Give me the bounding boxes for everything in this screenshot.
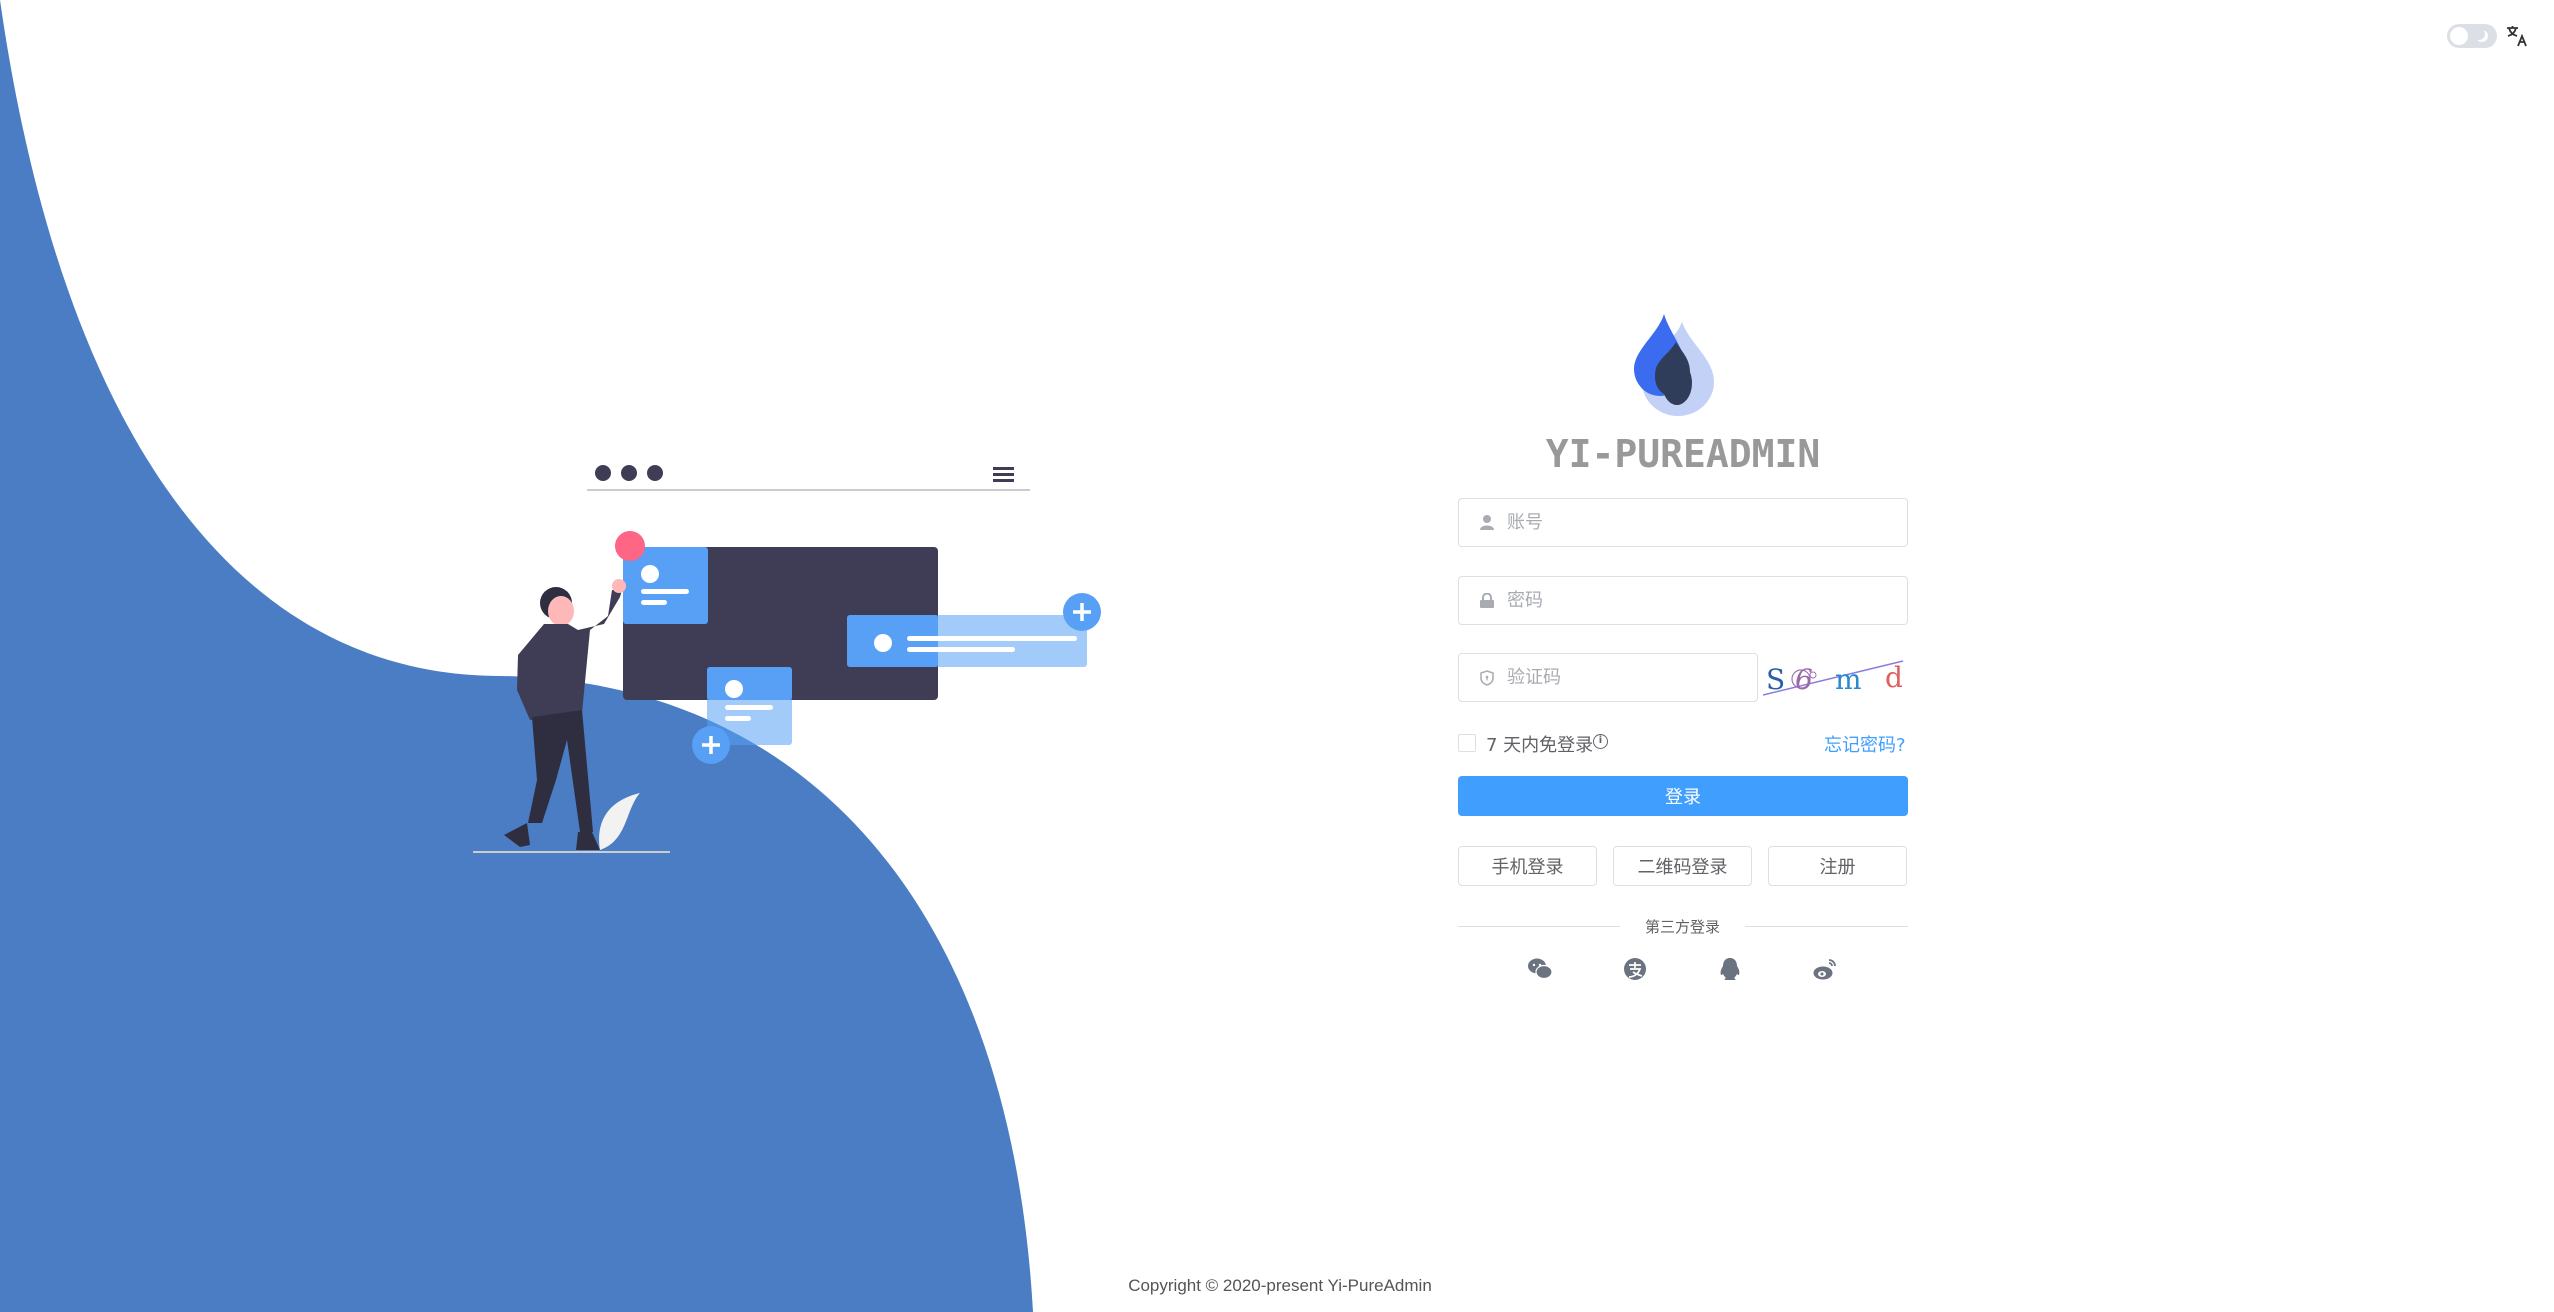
captcha-char: d bbox=[1885, 661, 1903, 694]
moon-icon bbox=[2476, 30, 2488, 42]
forgot-password-link[interactable]: 忘记密码? bbox=[1824, 735, 1906, 756]
username-input[interactable] bbox=[1507, 512, 1907, 533]
copyright: Copyright © 2020-present Yi-PureAdmin bbox=[1128, 1276, 1432, 1295]
username-field[interactable] bbox=[1458, 498, 1908, 547]
alipay-icon[interactable] bbox=[1622, 956, 1648, 982]
info-icon[interactable]: i bbox=[1593, 734, 1608, 749]
shield-icon bbox=[1479, 669, 1495, 686]
weibo-icon[interactable] bbox=[1812, 956, 1838, 982]
captcha-char: 6 bbox=[1795, 663, 1813, 696]
qq-icon[interactable] bbox=[1717, 956, 1743, 982]
login-illustration bbox=[473, 465, 1101, 853]
translate-icon[interactable] bbox=[2505, 24, 2529, 48]
wechat-icon[interactable] bbox=[1527, 956, 1553, 982]
captcha-char: S bbox=[1766, 663, 1786, 696]
lock-icon bbox=[1479, 593, 1495, 609]
remember-label[interactable]: 7 天内免登录 bbox=[1486, 735, 1594, 756]
captcha-char: m bbox=[1835, 663, 1862, 696]
remember-checkbox[interactable] bbox=[1458, 734, 1476, 752]
qr-login-button[interactable]: 二维码登录 bbox=[1613, 846, 1752, 886]
divider bbox=[1458, 926, 1620, 927]
divider bbox=[1745, 926, 1908, 927]
login-button[interactable]: 登录 bbox=[1458, 776, 1908, 816]
register-button[interactable]: 注册 bbox=[1768, 846, 1907, 886]
captcha-input[interactable] bbox=[1507, 667, 1757, 688]
app-title: YI-PUREADMIN bbox=[1545, 432, 1821, 476]
captcha-image[interactable]: S 6 m d bbox=[1763, 655, 1905, 701]
captcha-field[interactable] bbox=[1458, 653, 1758, 702]
water-drop-logo bbox=[1634, 314, 1714, 416]
user-icon bbox=[1479, 515, 1495, 531]
password-input[interactable] bbox=[1507, 590, 1907, 611]
password-field[interactable] bbox=[1458, 576, 1908, 625]
phone-login-button[interactable]: 手机登录 bbox=[1458, 846, 1597, 886]
third-party-label: 第三方登录 bbox=[1644, 918, 1720, 936]
theme-toggle[interactable] bbox=[2447, 24, 2497, 48]
